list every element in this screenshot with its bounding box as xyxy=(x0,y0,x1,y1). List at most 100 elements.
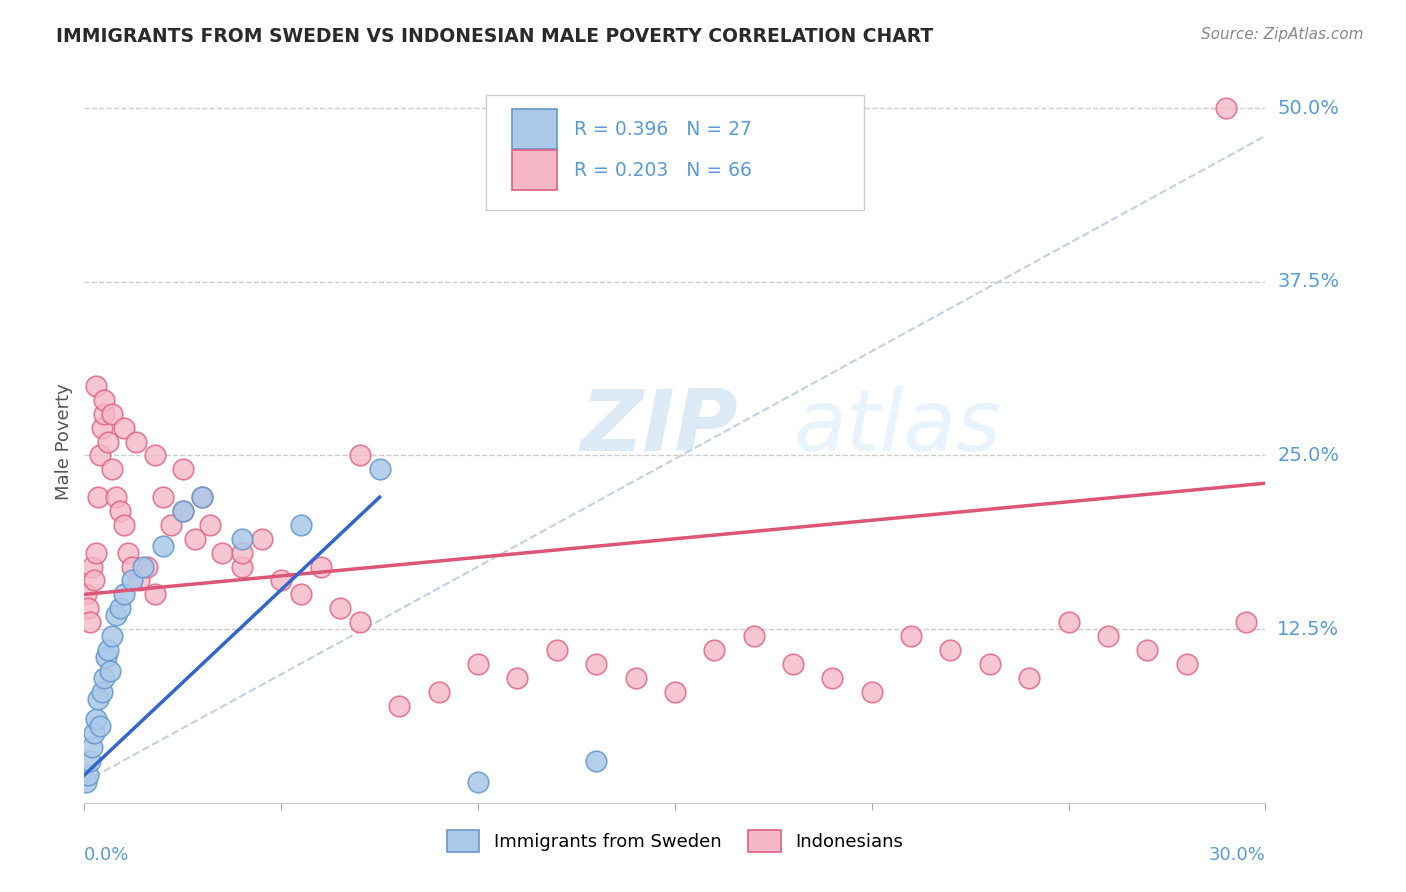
Point xyxy=(290,517,312,532)
Point xyxy=(624,671,647,685)
Point xyxy=(121,574,143,588)
Point xyxy=(112,587,135,601)
Point xyxy=(77,601,100,615)
Point xyxy=(101,462,124,476)
Point xyxy=(112,517,135,532)
Point xyxy=(467,775,489,789)
Point xyxy=(132,559,155,574)
Point xyxy=(83,574,105,588)
Point xyxy=(117,546,139,560)
Text: IMMIGRANTS FROM SWEDEN VS INDONESIAN MALE POVERTY CORRELATION CHART: IMMIGRANTS FROM SWEDEN VS INDONESIAN MAL… xyxy=(56,27,934,45)
Point xyxy=(104,608,127,623)
Point xyxy=(231,546,253,560)
Point xyxy=(83,726,105,740)
Point xyxy=(101,629,124,643)
Point xyxy=(1136,643,1159,657)
Text: R = 0.396   N = 27: R = 0.396 N = 27 xyxy=(575,120,752,138)
Point xyxy=(91,684,114,698)
Point xyxy=(84,713,107,727)
Point xyxy=(329,601,352,615)
Point xyxy=(979,657,1001,671)
Text: 12.5%: 12.5% xyxy=(1277,620,1340,639)
Text: 30.0%: 30.0% xyxy=(1209,847,1265,864)
Point xyxy=(309,559,332,574)
Point xyxy=(89,449,111,463)
Point xyxy=(664,684,686,698)
Point xyxy=(172,504,194,518)
Point xyxy=(101,407,124,421)
Point xyxy=(427,684,450,698)
Point xyxy=(200,517,222,532)
Point xyxy=(270,574,292,588)
FancyBboxPatch shape xyxy=(486,95,863,211)
Point xyxy=(231,532,253,546)
Point xyxy=(782,657,804,671)
Point xyxy=(860,684,883,698)
Point xyxy=(349,615,371,630)
Point xyxy=(546,643,568,657)
Point xyxy=(585,754,607,768)
Point xyxy=(1057,615,1080,630)
Point xyxy=(124,434,146,449)
Point xyxy=(742,629,765,643)
Y-axis label: Male Poverty: Male Poverty xyxy=(55,384,73,500)
Text: R = 0.203   N = 66: R = 0.203 N = 66 xyxy=(575,161,752,179)
Point xyxy=(108,504,131,518)
Point xyxy=(121,559,143,574)
Text: ZIP: ZIP xyxy=(581,385,738,468)
Point xyxy=(77,768,100,782)
Text: 25.0%: 25.0% xyxy=(1277,446,1339,465)
Point xyxy=(128,574,150,588)
Point xyxy=(152,539,174,553)
Point xyxy=(82,740,104,755)
Point xyxy=(143,449,166,463)
Point xyxy=(211,546,233,560)
Bar xyxy=(512,109,557,149)
Point xyxy=(104,490,127,504)
Point xyxy=(84,379,107,393)
Point xyxy=(93,407,115,421)
Point xyxy=(585,657,607,671)
Point xyxy=(939,643,962,657)
Point xyxy=(79,615,101,630)
Point xyxy=(94,649,117,664)
Point xyxy=(84,546,107,560)
Point xyxy=(172,504,194,518)
Bar xyxy=(512,151,557,190)
Point xyxy=(143,587,166,601)
Point xyxy=(97,434,120,449)
Point xyxy=(250,532,273,546)
Point xyxy=(152,490,174,504)
Point xyxy=(91,420,114,434)
Point xyxy=(1234,615,1257,630)
Point xyxy=(1215,101,1237,115)
Text: atlas: atlas xyxy=(793,385,1001,468)
Text: 0.0%: 0.0% xyxy=(84,847,129,864)
Point xyxy=(87,490,110,504)
Point xyxy=(191,490,214,504)
Point xyxy=(191,490,214,504)
Point xyxy=(1097,629,1119,643)
Point xyxy=(108,601,131,615)
Point xyxy=(1018,671,1040,685)
Point xyxy=(93,671,115,685)
Point xyxy=(703,643,725,657)
Point xyxy=(821,671,844,685)
Point xyxy=(290,587,312,601)
Point xyxy=(183,532,205,546)
Point xyxy=(89,719,111,733)
Point xyxy=(79,754,101,768)
Point xyxy=(75,587,97,601)
Point xyxy=(136,559,159,574)
Point xyxy=(98,664,121,678)
Text: 37.5%: 37.5% xyxy=(1277,272,1340,292)
Legend: Immigrants from Sweden, Indonesians: Immigrants from Sweden, Indonesians xyxy=(440,822,910,859)
Point xyxy=(75,775,97,789)
Point xyxy=(900,629,922,643)
Point xyxy=(388,698,411,713)
Point xyxy=(160,517,183,532)
Point xyxy=(1175,657,1198,671)
Point xyxy=(506,671,529,685)
Point xyxy=(87,691,110,706)
Text: Source: ZipAtlas.com: Source: ZipAtlas.com xyxy=(1201,27,1364,42)
